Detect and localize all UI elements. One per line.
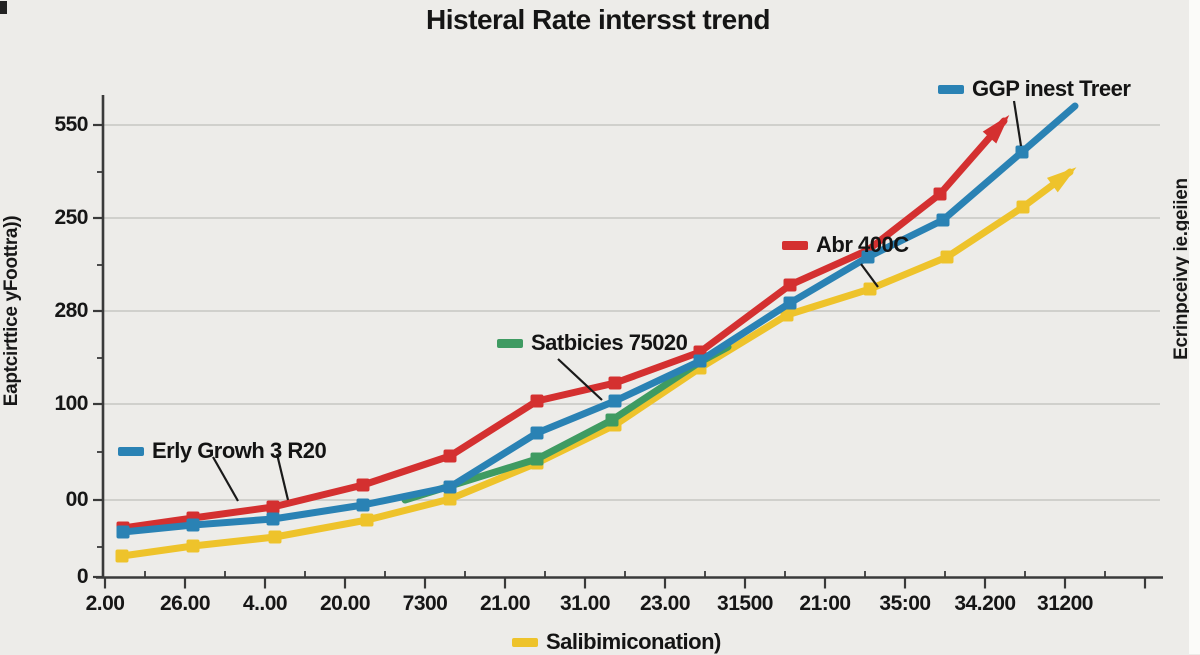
- series-arrowhead: [1046, 167, 1077, 193]
- data-point-marker: [530, 426, 544, 440]
- x-tick-label: 26.00: [159, 592, 211, 615]
- data-point-marker: [360, 513, 374, 527]
- y-tick-label: 0: [76, 565, 89, 588]
- data-point-marker: [783, 296, 797, 310]
- data-point-marker: [268, 530, 282, 544]
- data-point-marker: [266, 512, 280, 526]
- data-point-marker: [693, 354, 707, 368]
- legend-item-abr-400c: Abr 400C: [782, 232, 909, 258]
- annotation-leader-line: [275, 453, 290, 501]
- legend-item-salibimiconation: Salibimiconation): [512, 629, 721, 655]
- legend-label: Erly Growh 3 R20: [152, 438, 327, 463]
- data-point-marker: [783, 278, 797, 292]
- series-line-abr-400c: [119, 117, 1008, 532]
- chart-title: Histeral Rate intersst trend: [426, 4, 770, 35]
- legend-marker-blue-2: [118, 446, 144, 456]
- legend-label: Salibimiconation): [546, 629, 721, 654]
- data-point-marker: [608, 376, 622, 390]
- y-tick-label: 100: [54, 392, 88, 415]
- series-arrowhead: [982, 114, 1010, 144]
- data-point-marker: [356, 498, 370, 512]
- legend-label: Abr 400C: [816, 232, 909, 257]
- data-point-marker: [116, 525, 130, 539]
- data-point-marker: [608, 394, 622, 408]
- data-point-marker: [933, 187, 947, 201]
- legend-item-ggp-inest-treer: GGP inest Treer: [938, 76, 1131, 102]
- legend-label: Satbicies 75020: [531, 330, 688, 355]
- annotation-leader-line: [860, 263, 879, 288]
- data-point-marker: [186, 539, 200, 553]
- x-tick-label: 4..00: [242, 592, 288, 615]
- data-point-marker: [115, 549, 129, 563]
- data-point-marker: [1015, 145, 1029, 159]
- x-tick-label: 21:00: [799, 592, 851, 615]
- data-point-marker: [863, 282, 877, 296]
- data-point-marker: [936, 213, 950, 227]
- x-tick-label: 20.00: [319, 592, 371, 615]
- x-tick-label: 31.00: [559, 592, 611, 615]
- top-left-artifact: [0, 1, 7, 14]
- data-point-marker: [530, 394, 544, 408]
- x-tick-label: 2.00: [85, 592, 125, 615]
- data-point-marker: [861, 250, 875, 264]
- y-tick-label: 00: [65, 488, 89, 511]
- data-point-marker: [443, 449, 457, 463]
- x-tick-label: 34.200: [954, 592, 1016, 615]
- y-tick-label: 550: [54, 113, 88, 136]
- legend-marker-yellow: [512, 637, 538, 647]
- legend-marker-green: [497, 338, 523, 348]
- x-tick-label: 7300: [402, 592, 448, 615]
- data-point-marker: [605, 413, 619, 427]
- y-tick-label: 280: [54, 299, 88, 322]
- legend-item-erly-growh-3-r20: Erly Growh 3 R20: [118, 438, 327, 464]
- data-point-marker: [1016, 200, 1030, 214]
- data-point-marker: [780, 308, 794, 322]
- x-tick-label: 21.00: [479, 592, 531, 615]
- annotation-leader-line: [557, 358, 603, 401]
- legend-label: GGP inest Treer: [972, 76, 1131, 101]
- data-point-marker: [266, 500, 280, 514]
- y-tick-label: 250: [54, 206, 88, 229]
- data-point-marker: [530, 452, 544, 466]
- right-edge-strip: [1189, 0, 1200, 654]
- legend-marker-blue: [938, 84, 964, 94]
- data-point-marker: [186, 518, 200, 532]
- data-point-marker: [443, 492, 457, 506]
- data-point-marker: [443, 480, 457, 494]
- legend-marker-red: [782, 240, 808, 250]
- series-line-ggp-inest-treer: [119, 102, 1079, 536]
- data-point-marker: [940, 250, 954, 264]
- legend-item-satbicies-75020: Satbicies 75020: [497, 330, 688, 356]
- annotation-leader-line: [1012, 100, 1023, 147]
- data-point-marker: [356, 478, 370, 492]
- x-tick-label: 31500: [717, 592, 773, 615]
- annotation-leader-line: [212, 456, 239, 502]
- x-tick-label: 35:00: [879, 592, 931, 615]
- x-tick-label: 31200: [1037, 592, 1093, 615]
- x-tick-label: 23.00: [639, 592, 691, 615]
